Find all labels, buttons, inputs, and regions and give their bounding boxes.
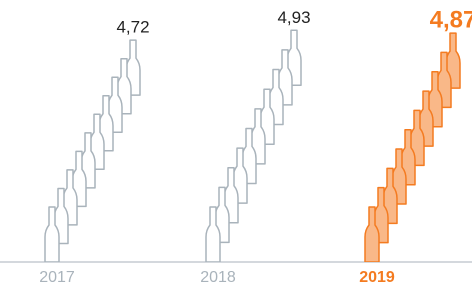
bottle-stack bbox=[45, 40, 140, 262]
bottle-stack bbox=[365, 33, 460, 262]
chart: 4,72 2017 4,93 2018 4,87 2019 bbox=[0, 0, 472, 288]
x-tick-label: 2019 bbox=[359, 269, 395, 286]
bottle-stack bbox=[206, 30, 301, 262]
x-tick-label: 2018 bbox=[200, 269, 236, 286]
value-label: 4,72 bbox=[116, 18, 149, 37]
value-label: 4,87 bbox=[430, 6, 472, 33]
x-tick-label: 2017 bbox=[39, 269, 75, 286]
value-label: 4,93 bbox=[277, 8, 310, 27]
